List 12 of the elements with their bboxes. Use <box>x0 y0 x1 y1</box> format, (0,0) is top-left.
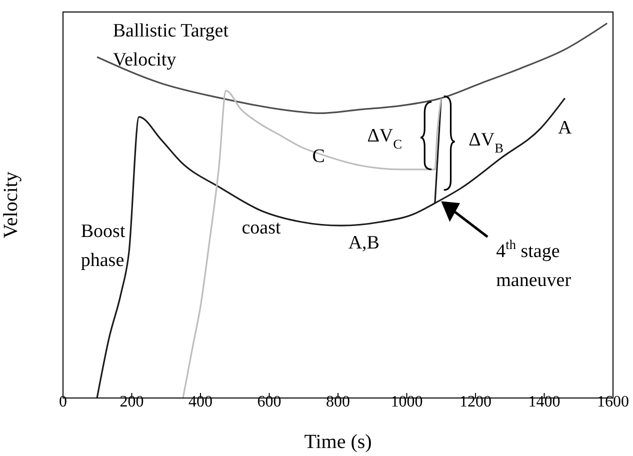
y-axis-title: Velocity <box>0 172 22 238</box>
annotation: A <box>558 118 572 140</box>
annotation: C <box>312 146 325 168</box>
x-axis-title: Time (s) <box>304 431 372 453</box>
annotation: Ballistic Target Velocity <box>112 20 230 71</box>
annotation: ΔV$_{C}$ <box>367 126 402 152</box>
x-tick-label: 1600 <box>597 393 629 410</box>
annotation: A,B <box>348 232 380 254</box>
annotation: Boost phase <box>80 221 126 272</box>
annotation: ΔV$_{B}$ <box>468 130 504 156</box>
annotation: 4$^{th}$ stage maneuver <box>496 236 572 292</box>
annotation: coast <box>242 218 282 239</box>
